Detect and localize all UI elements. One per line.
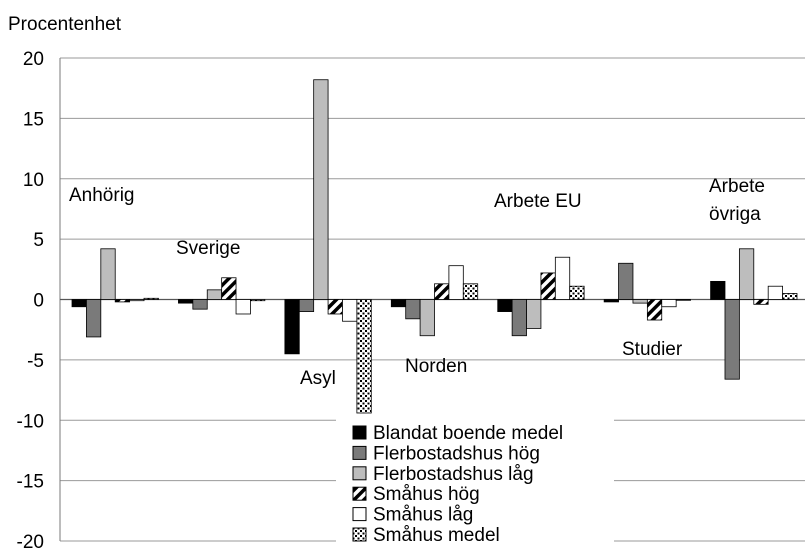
category-label: Sverige — [176, 238, 240, 259]
legend-entry: Blandat boende medel — [373, 423, 563, 444]
bar — [298, 299, 315, 312]
category-label: Asyl — [300, 368, 336, 389]
bar — [462, 283, 479, 300]
y-tick-label: -5 — [27, 351, 44, 372]
bar — [618, 262, 634, 300]
category-label: Norden — [405, 356, 467, 377]
y-tick-label: 0 — [33, 291, 44, 312]
category-labels: Anhörig Sverige Asyl Norden Arbete EU Studier… — [69, 176, 765, 389]
bar — [313, 79, 329, 300]
y-tick-label: -20 — [17, 532, 44, 553]
bar — [250, 299, 266, 302]
bar — [661, 299, 677, 308]
bar — [221, 277, 237, 300]
bar — [100, 248, 116, 300]
category-label: Arbete EU — [494, 191, 582, 212]
bar — [738, 248, 755, 300]
bar — [675, 299, 691, 301]
y-tick-labels: 20 15 10 5 0 -5 -10 -15 -20 — [17, 49, 44, 553]
legend-swatch — [352, 486, 367, 501]
bar — [724, 299, 740, 380]
bar — [284, 299, 300, 355]
legend-swatch — [352, 507, 367, 522]
bar — [86, 299, 102, 338]
category-label: övriga — [709, 204, 761, 225]
bar — [327, 299, 343, 315]
bar — [129, 299, 145, 302]
y-tick-label: -10 — [17, 411, 44, 432]
bar — [390, 299, 407, 308]
bar — [632, 299, 648, 304]
bar — [569, 285, 585, 300]
legend-swatch — [352, 445, 367, 460]
legend-background — [336, 418, 614, 547]
y-tick-label: 20 — [23, 49, 44, 70]
bar — [143, 297, 159, 300]
bar — [71, 299, 87, 308]
y-tick-label: -15 — [17, 472, 44, 493]
bar — [710, 280, 726, 300]
bar — [646, 299, 663, 321]
bar — [405, 299, 421, 320]
bar — [114, 299, 131, 303]
y-tick-label: 10 — [23, 170, 44, 191]
bar — [540, 272, 556, 300]
category-label: Arbete — [709, 176, 765, 197]
legend-entry: Flerbostadshus låg — [373, 464, 534, 485]
category-label: Studier — [622, 339, 683, 360]
bar — [206, 289, 223, 300]
bar — [554, 256, 571, 300]
bar — [448, 265, 464, 300]
legend-swatch — [352, 466, 367, 481]
legend-entry: Småhus hög — [373, 484, 480, 505]
bar — [192, 299, 208, 310]
legend-swatch — [352, 527, 367, 542]
bars — [71, 79, 798, 414]
y-axis-label: Procentenhet — [8, 14, 122, 35]
bar — [356, 299, 372, 414]
bar — [419, 299, 435, 337]
bar — [753, 299, 769, 305]
legend-entry: Småhus medel — [373, 525, 500, 546]
bar — [342, 299, 358, 322]
bar — [434, 283, 450, 300]
bar — [178, 299, 194, 304]
bar — [526, 299, 542, 329]
bar — [782, 293, 798, 300]
legend-entry: Småhus låg — [373, 505, 473, 526]
y-tick-label: 15 — [23, 109, 44, 130]
legend-entry: Flerbostadshus hög — [373, 443, 540, 464]
bar — [511, 299, 527, 337]
bar — [767, 285, 783, 300]
bar — [603, 299, 619, 303]
category-label: Anhörig — [69, 185, 135, 206]
legend-swatch — [352, 425, 367, 440]
bar — [235, 299, 251, 315]
bar — [497, 299, 513, 312]
y-tick-label: 5 — [33, 230, 44, 251]
